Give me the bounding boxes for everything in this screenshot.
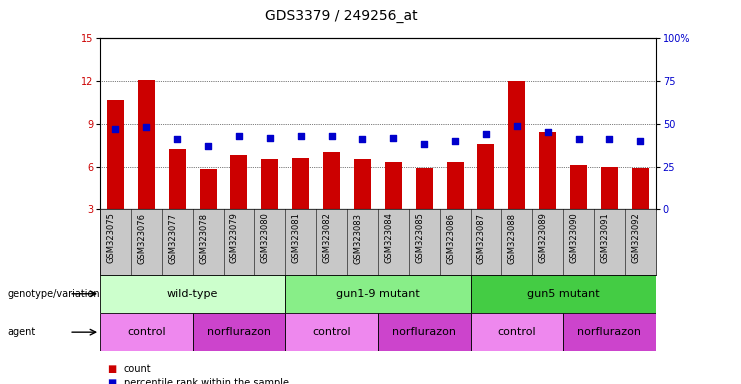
Text: GSM323077: GSM323077 (168, 213, 177, 263)
Bar (378, 313, 471, 351)
Text: GSM323084: GSM323084 (385, 213, 393, 263)
Text: GSM323091: GSM323091 (600, 213, 609, 263)
Text: ■: ■ (107, 378, 116, 384)
Bar (100, 313, 193, 351)
Text: GSM323088: GSM323088 (508, 213, 516, 263)
Text: genotype/variation: genotype/variation (7, 289, 100, 299)
Bar (230, 155, 247, 209)
Point (171, 136, 183, 142)
Text: GSM323090: GSM323090 (570, 213, 579, 263)
Text: GSM323083: GSM323083 (353, 213, 362, 263)
Point (264, 134, 276, 141)
Bar (601, 167, 618, 209)
Bar (563, 313, 656, 351)
Bar (100, 275, 285, 313)
Text: GSM323085: GSM323085 (415, 213, 424, 263)
Bar (508, 81, 525, 209)
Text: GSM323079: GSM323079 (230, 213, 239, 263)
Point (388, 134, 399, 141)
Point (511, 122, 522, 129)
Point (573, 136, 585, 142)
Bar (193, 313, 285, 351)
Point (634, 138, 646, 144)
Text: GSM323089: GSM323089 (539, 213, 548, 263)
Point (295, 133, 307, 139)
Point (233, 133, 245, 139)
Bar (477, 144, 494, 209)
Bar (354, 159, 371, 209)
Point (449, 138, 461, 144)
Text: agent: agent (7, 327, 36, 337)
Text: gun1-9 mutant: gun1-9 mutant (336, 289, 420, 299)
Text: control: control (497, 327, 536, 337)
Bar (416, 168, 433, 209)
Bar (471, 275, 656, 313)
Bar (262, 159, 279, 209)
Bar (323, 152, 340, 209)
Text: GSM323078: GSM323078 (199, 213, 208, 263)
Point (110, 126, 122, 132)
Text: GSM323092: GSM323092 (631, 213, 640, 263)
Bar (107, 99, 124, 209)
Bar (539, 132, 556, 209)
Text: GSM323076: GSM323076 (137, 213, 147, 263)
Bar (292, 158, 309, 209)
Bar (471, 313, 563, 351)
Text: norflurazon: norflurazon (392, 327, 456, 337)
Point (480, 131, 492, 137)
Bar (385, 162, 402, 209)
Point (542, 129, 554, 136)
Text: GSM323081: GSM323081 (292, 213, 301, 263)
Point (326, 133, 338, 139)
Text: gun5 mutant: gun5 mutant (527, 289, 599, 299)
Text: GSM323086: GSM323086 (446, 213, 455, 263)
Text: control: control (127, 327, 166, 337)
Text: percentile rank within the sample: percentile rank within the sample (124, 378, 289, 384)
Bar (285, 313, 378, 351)
Point (603, 136, 615, 142)
Text: control: control (312, 327, 351, 337)
Bar (138, 80, 155, 209)
Text: GDS3379 / 249256_at: GDS3379 / 249256_at (265, 9, 417, 23)
Bar (447, 162, 464, 209)
Point (418, 141, 430, 147)
Text: GSM323082: GSM323082 (322, 213, 332, 263)
Point (141, 124, 153, 130)
Text: norflurazon: norflurazon (577, 327, 642, 337)
Text: wild-type: wild-type (167, 289, 219, 299)
Point (356, 136, 368, 142)
Point (202, 143, 214, 149)
Text: ■: ■ (107, 364, 116, 374)
Bar (199, 169, 216, 209)
Bar (169, 149, 186, 209)
Text: GSM323087: GSM323087 (477, 213, 486, 263)
Text: count: count (124, 364, 151, 374)
Text: norflurazon: norflurazon (207, 327, 271, 337)
Text: GSM323080: GSM323080 (261, 213, 270, 263)
Text: GSM323075: GSM323075 (107, 213, 116, 263)
Bar (632, 168, 649, 209)
Bar (570, 165, 587, 209)
Bar (285, 275, 471, 313)
